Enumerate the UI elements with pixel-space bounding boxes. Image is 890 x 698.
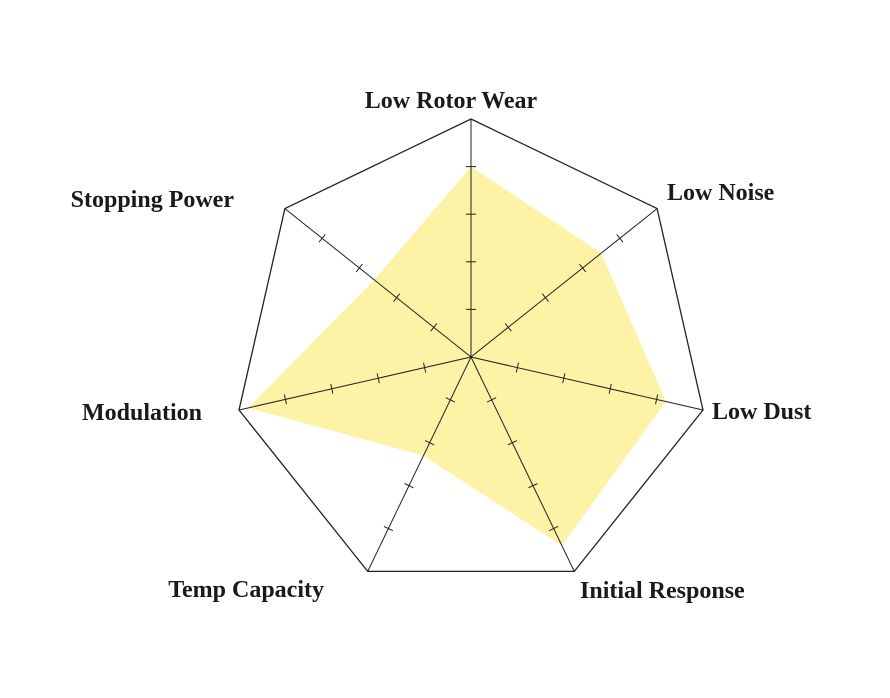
axis-label-modulation: Modulation (82, 400, 202, 426)
tick-low-dust-2 (562, 373, 566, 384)
tick-initial-response-3 (528, 483, 538, 489)
tick-low-noise-1 (504, 323, 512, 332)
axis-label-initial-response: Initial Response (580, 578, 745, 604)
axis-label-stopping-power: Stopping Power (71, 187, 235, 213)
tick-low-noise-2 (541, 293, 549, 302)
tick-initial-response-2 (507, 440, 518, 446)
tick-modulation-1 (423, 362, 427, 373)
tick-temp-capacity-1 (445, 397, 456, 403)
tick-modulation-2 (376, 373, 380, 384)
tick-initial-response-4 (548, 525, 559, 532)
tick-low-dust-3 (608, 383, 612, 394)
tick-temp-capacity-2 (424, 440, 435, 446)
tick-modulation-3 (330, 383, 334, 394)
tick-low-noise-3 (579, 263, 587, 273)
tick-temp-capacity-3 (404, 483, 414, 489)
axis-label-low-noise: Low Noise (667, 180, 775, 206)
spoke-temp-capacity (367, 356, 472, 572)
axis-label-temp-capacity: Temp Capacity (168, 577, 324, 603)
tick-stopping-power-4 (318, 234, 326, 243)
tick-stopping-power-3 (355, 263, 363, 273)
tick-low-dust-4 (655, 394, 659, 405)
tick-initial-response-1 (486, 397, 497, 403)
spoke-initial-response (470, 356, 575, 572)
axis-label-low-rotor-wear: Low Rotor Wear (365, 88, 538, 114)
spoke-low-noise (470, 208, 658, 358)
tick-low-noise-4 (616, 234, 624, 243)
tick-stopping-power-2 (393, 293, 401, 302)
tick-modulation-4 (283, 394, 287, 405)
tick-low-dust-1 (515, 362, 519, 373)
chart-outline (238, 118, 704, 573)
spoke-stopping-power (284, 208, 472, 358)
axis-label-low-dust: Low Dust (712, 399, 811, 425)
data-area (248, 166, 666, 546)
spoke-low-dust (470, 356, 704, 411)
tick-temp-capacity-4 (383, 525, 394, 532)
spoke-modulation (238, 356, 472, 411)
tick-stopping-power-1 (430, 323, 438, 332)
